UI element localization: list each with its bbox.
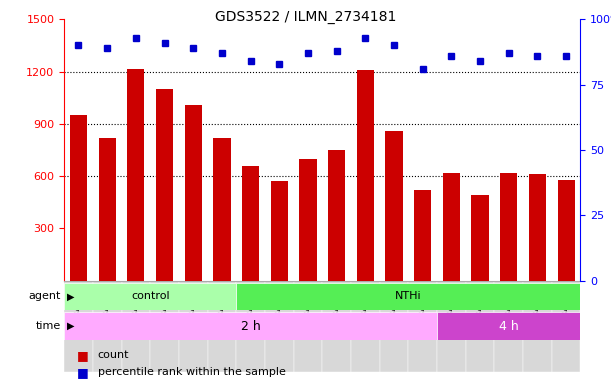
Bar [386, 131, 403, 281]
Bar [185, 104, 202, 281]
Bar [408, 281, 437, 372]
Bar [529, 174, 546, 281]
Bar [156, 89, 173, 281]
Bar [523, 281, 552, 372]
Bar [466, 281, 494, 372]
Text: 4 h: 4 h [499, 319, 519, 333]
Bar [64, 281, 93, 372]
Bar [179, 281, 208, 372]
Bar [299, 159, 316, 281]
Bar [323, 281, 351, 372]
Text: agent: agent [29, 291, 61, 301]
Text: ■: ■ [76, 349, 88, 362]
Bar [236, 281, 265, 372]
Bar [414, 190, 431, 281]
Bar [64, 283, 236, 310]
Text: ▶: ▶ [67, 321, 75, 331]
Bar [213, 138, 230, 281]
Bar [70, 115, 87, 281]
Bar [357, 70, 374, 281]
Bar [443, 174, 460, 281]
Bar [208, 281, 236, 372]
Text: NTHi: NTHi [395, 291, 422, 301]
Text: GDS3522 / ILMN_2734181: GDS3522 / ILMN_2734181 [215, 10, 396, 23]
Bar [122, 281, 150, 372]
Bar [379, 281, 408, 372]
Bar [64, 312, 437, 340]
Text: time: time [36, 321, 61, 331]
Bar [150, 281, 179, 372]
Bar [437, 312, 580, 340]
Bar [271, 181, 288, 281]
Bar [93, 281, 122, 372]
Bar [242, 166, 259, 281]
Bar [98, 138, 115, 281]
Bar [552, 281, 580, 372]
Bar [265, 281, 294, 372]
Text: ▶: ▶ [67, 291, 75, 301]
Bar [557, 180, 575, 281]
Text: control: control [131, 291, 169, 301]
Text: ■: ■ [76, 366, 88, 379]
Bar [127, 69, 144, 281]
Bar [472, 195, 489, 281]
Text: percentile rank within the sample: percentile rank within the sample [98, 367, 285, 377]
Bar [236, 283, 580, 310]
Bar [500, 173, 518, 281]
Bar [437, 281, 466, 372]
Bar [494, 281, 523, 372]
Bar [328, 150, 345, 281]
Text: count: count [98, 350, 130, 360]
Bar [351, 281, 379, 372]
Text: 2 h: 2 h [241, 319, 260, 333]
Bar [294, 281, 323, 372]
